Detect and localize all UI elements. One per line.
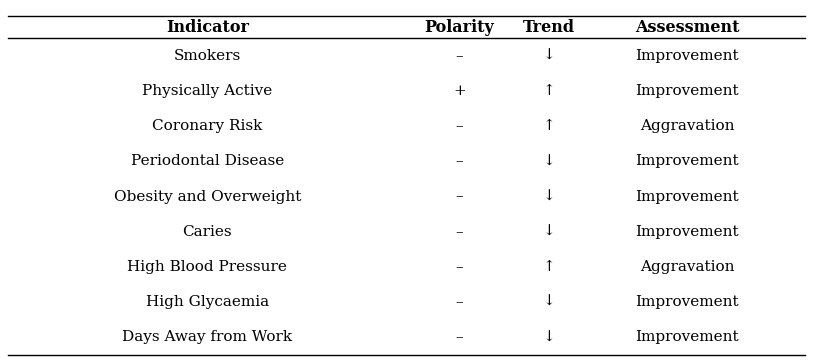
Text: ↑: ↑: [542, 260, 555, 274]
Text: Smokers: Smokers: [174, 49, 241, 63]
Text: ↓: ↓: [542, 225, 555, 239]
Text: –: –: [455, 119, 463, 133]
Text: Polarity: Polarity: [424, 19, 494, 36]
Text: –: –: [455, 295, 463, 309]
Text: Improvement: Improvement: [635, 295, 739, 309]
Text: Physically Active: Physically Active: [142, 84, 272, 98]
Text: High Glycaemia: High Glycaemia: [146, 295, 269, 309]
Text: Periodontal Disease: Periodontal Disease: [131, 154, 284, 169]
Text: ↓: ↓: [542, 154, 555, 169]
Text: +: +: [453, 84, 466, 98]
Text: ↓: ↓: [542, 49, 555, 63]
Text: Improvement: Improvement: [635, 190, 739, 203]
Text: Coronary Risk: Coronary Risk: [152, 119, 263, 133]
Text: Improvement: Improvement: [635, 330, 739, 344]
Text: Improvement: Improvement: [635, 225, 739, 239]
Text: ↓: ↓: [542, 330, 555, 344]
Text: Improvement: Improvement: [635, 154, 739, 169]
Text: –: –: [455, 330, 463, 344]
Text: ↑: ↑: [542, 119, 555, 133]
Text: Improvement: Improvement: [635, 49, 739, 63]
Text: –: –: [455, 260, 463, 274]
Text: –: –: [455, 190, 463, 203]
Text: ↓: ↓: [542, 190, 555, 203]
Text: Aggravation: Aggravation: [640, 260, 734, 274]
Text: Improvement: Improvement: [635, 84, 739, 98]
Text: Assessment: Assessment: [635, 19, 739, 36]
Text: –: –: [455, 154, 463, 169]
Text: ↑: ↑: [542, 84, 555, 98]
Text: Trend: Trend: [523, 19, 575, 36]
Text: Indicator: Indicator: [166, 19, 249, 36]
Text: Obesity and Overweight: Obesity and Overweight: [114, 190, 301, 203]
Text: ↓: ↓: [542, 295, 555, 309]
Text: –: –: [455, 49, 463, 63]
Text: –: –: [455, 225, 463, 239]
Text: Caries: Caries: [182, 225, 233, 239]
Text: Days Away from Work: Days Away from Work: [122, 330, 293, 344]
Text: Aggravation: Aggravation: [640, 119, 734, 133]
Text: High Blood Pressure: High Blood Pressure: [128, 260, 287, 274]
